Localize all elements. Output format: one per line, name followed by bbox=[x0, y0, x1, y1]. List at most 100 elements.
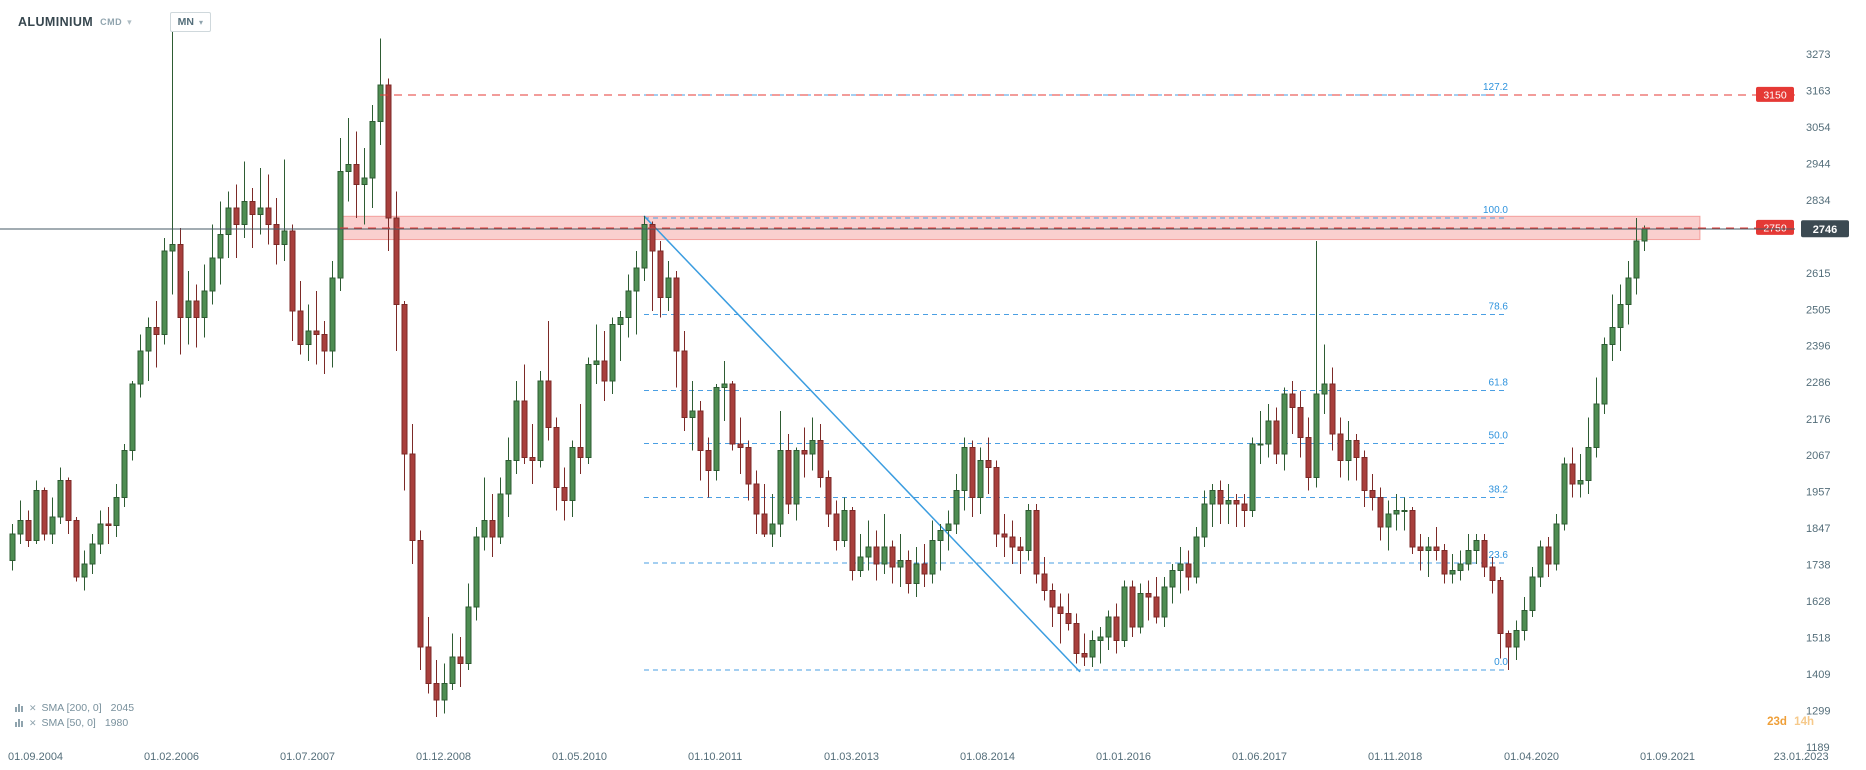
candle bbox=[625, 274, 632, 338]
countdown-hours: 14h bbox=[1794, 716, 1814, 728]
candle-body bbox=[57, 480, 64, 518]
candle-body bbox=[769, 523, 776, 535]
fib-label-127.2: 127.2 bbox=[1483, 82, 1508, 93]
timeframe-select[interactable]: MN ▾ bbox=[169, 12, 212, 32]
candle-body bbox=[993, 466, 1000, 535]
candle-body bbox=[209, 257, 216, 292]
candle bbox=[1137, 583, 1144, 634]
indicator-remove-icon[interactable]: ✕ bbox=[29, 717, 37, 728]
candle bbox=[1513, 620, 1520, 661]
candle-body bbox=[929, 539, 936, 575]
candle-body bbox=[1233, 500, 1240, 505]
candle bbox=[281, 159, 288, 262]
candle-body bbox=[489, 520, 496, 538]
candle bbox=[817, 424, 824, 488]
indicator-row: ✕ SMA [200, 0] 2045 bbox=[14, 700, 134, 715]
candle bbox=[569, 440, 576, 518]
candle bbox=[1081, 633, 1088, 667]
candle-body bbox=[369, 121, 376, 179]
candle-body bbox=[593, 360, 600, 365]
candle-body bbox=[889, 546, 896, 568]
candle-body bbox=[81, 563, 88, 578]
candle bbox=[321, 321, 328, 375]
candle bbox=[393, 191, 400, 351]
candle bbox=[65, 477, 72, 534]
candle-body bbox=[793, 450, 800, 505]
candle bbox=[1321, 344, 1328, 415]
candle bbox=[361, 148, 368, 225]
candle-body bbox=[1137, 593, 1144, 628]
candle bbox=[1217, 480, 1224, 524]
candle bbox=[865, 520, 872, 571]
candle-body bbox=[1433, 546, 1440, 551]
candle bbox=[1577, 454, 1584, 498]
candle-body bbox=[1345, 440, 1352, 462]
candle-body bbox=[265, 207, 272, 226]
candle-body bbox=[873, 546, 880, 565]
candle bbox=[785, 434, 792, 514]
candle-body bbox=[721, 383, 728, 389]
candle-body bbox=[441, 682, 448, 701]
candle-body bbox=[641, 224, 648, 269]
candle-body bbox=[1313, 393, 1320, 478]
current-price-badge bbox=[1801, 220, 1849, 238]
candle-body bbox=[1457, 563, 1464, 571]
candle bbox=[1489, 557, 1496, 594]
x-axis-label: 23.01.2023 bbox=[1774, 751, 1829, 763]
candle bbox=[73, 517, 80, 582]
candle-body bbox=[1393, 510, 1400, 515]
x-axis-label: 01.06.2017 bbox=[1232, 751, 1287, 763]
candle bbox=[1369, 473, 1376, 511]
indicator-chart-icon[interactable] bbox=[14, 718, 24, 728]
candle-body bbox=[1569, 463, 1576, 485]
candle-body bbox=[409, 453, 416, 541]
candle bbox=[1105, 610, 1112, 651]
trendline[interactable] bbox=[643, 215, 1081, 673]
candle-body bbox=[129, 383, 136, 452]
candle bbox=[1329, 367, 1336, 451]
candle-body bbox=[1185, 563, 1192, 578]
candle bbox=[505, 437, 512, 518]
price-alert-badge-3150[interactable] bbox=[1756, 86, 1794, 102]
candle bbox=[633, 251, 640, 335]
candle-body bbox=[1633, 240, 1640, 279]
candle bbox=[177, 227, 184, 355]
candle bbox=[401, 301, 408, 491]
candle bbox=[249, 188, 256, 248]
candle-body bbox=[33, 490, 40, 541]
candle-body bbox=[361, 177, 368, 186]
candle-body bbox=[609, 323, 616, 382]
candle-body bbox=[601, 360, 608, 382]
y-axis-label: 1847 bbox=[1806, 523, 1830, 535]
indicator-label: SMA [200, 0] bbox=[41, 701, 102, 714]
candle-body bbox=[73, 520, 80, 578]
instrument-name[interactable]: ALUMINIUM bbox=[18, 15, 94, 29]
candle-body bbox=[17, 520, 24, 535]
fib-label-0.0: 0.0 bbox=[1494, 657, 1508, 668]
indicator-chart-icon[interactable] bbox=[14, 703, 24, 713]
candle-body bbox=[1177, 563, 1184, 571]
candle-body bbox=[1281, 393, 1288, 455]
candle-body bbox=[457, 656, 464, 665]
candle bbox=[721, 360, 728, 421]
candle-body bbox=[817, 440, 824, 478]
candle-body bbox=[1265, 420, 1272, 445]
instrument-chevron-down-icon[interactable]: ▾ bbox=[127, 16, 132, 27]
candle bbox=[1505, 630, 1512, 670]
candle-body bbox=[217, 234, 224, 259]
candle bbox=[969, 440, 976, 518]
candle bbox=[1593, 377, 1600, 458]
candle-body bbox=[1369, 490, 1376, 498]
candle bbox=[689, 380, 696, 451]
candle bbox=[1609, 294, 1616, 361]
candle bbox=[1425, 537, 1432, 578]
indicator-remove-icon[interactable]: ✕ bbox=[29, 702, 37, 713]
price-alert-badge-2750[interactable] bbox=[1756, 219, 1794, 235]
candle-body bbox=[697, 410, 704, 452]
candle-body bbox=[1401, 510, 1408, 513]
candle-body bbox=[1473, 539, 1480, 551]
candle-body bbox=[337, 170, 344, 279]
price-alert-badge-label: 2750 bbox=[1763, 222, 1787, 234]
candle bbox=[1521, 597, 1528, 641]
